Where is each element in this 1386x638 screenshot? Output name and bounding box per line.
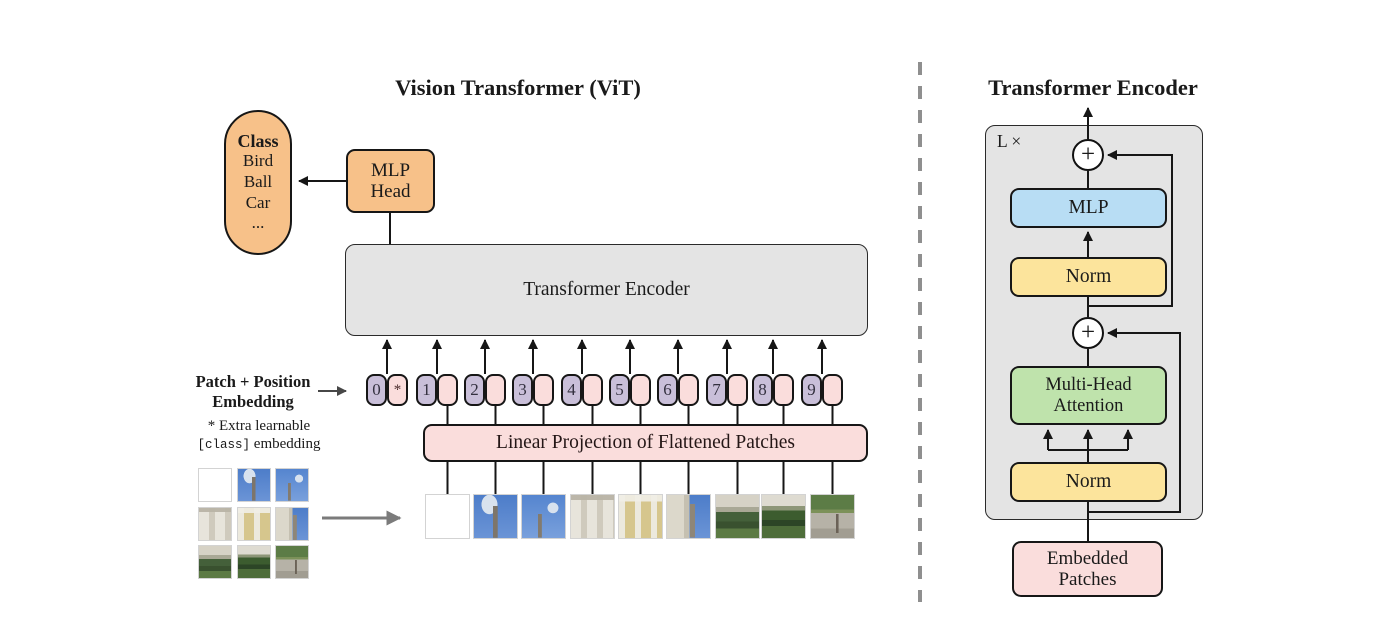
class-output-pill: Class Bird Ball Car ...	[224, 110, 292, 255]
patch-embedding-pill	[437, 374, 458, 406]
grid-cell-1	[198, 468, 232, 502]
position-token-2: 2	[464, 374, 485, 406]
image-patch-1	[425, 494, 470, 539]
image-patch-3	[521, 494, 566, 539]
transformer-encoder-label: Transformer Encoder	[523, 279, 690, 300]
footnote-line1: * Extra learnable	[207, 418, 311, 434]
position-token-3: 3	[512, 374, 533, 406]
class-embedding-pill: *	[387, 374, 408, 406]
grid-cell-2	[236, 468, 271, 502]
left-figure-title: Vision Transformer (ViT)	[395, 75, 641, 100]
norm-block-lower: Norm	[1010, 462, 1167, 502]
class-ellipsis: ...	[251, 213, 265, 233]
dashed-divider	[918, 62, 922, 602]
right-figure-title: Transformer Encoder	[988, 75, 1198, 100]
transformer-encoder-box: Transformer Encoder	[345, 244, 868, 336]
image-patch-9	[810, 494, 855, 539]
class-token-code: [class]	[197, 437, 251, 452]
image-patch-4	[570, 494, 615, 539]
class-item: Bird	[242, 151, 274, 171]
patch-embedding-pill	[533, 374, 554, 406]
patch-embedding-pill	[727, 374, 748, 406]
position-token-9: 9	[801, 374, 822, 406]
image-patch-2	[473, 494, 518, 539]
grid-cell-8	[236, 545, 271, 579]
mlp-head-box: MLP Head	[346, 149, 435, 213]
image-patch-7	[715, 494, 760, 539]
mlp-block: MLP	[1010, 188, 1167, 228]
position-token-7: 7	[706, 374, 727, 406]
position-token-5: 5	[609, 374, 630, 406]
position-token-6: 6	[657, 374, 678, 406]
embedded-patches-box: Embedded Patches	[1012, 541, 1163, 597]
image-patch-6	[666, 494, 711, 539]
patch-embedding-pill	[822, 374, 843, 406]
grid-cell-5	[236, 506, 271, 541]
norm-block-upper: Norm	[1010, 257, 1167, 297]
mlp-head-line1: MLP	[370, 159, 411, 181]
image-patch-8	[761, 494, 806, 539]
patch-embedding-pill	[485, 374, 506, 406]
position-token-1: 1	[416, 374, 437, 406]
multi-head-attention-block: Multi-Head Attention	[1010, 366, 1167, 425]
image-patch-5	[618, 494, 663, 539]
patch-embedding-pill	[678, 374, 699, 406]
mlp-head-line2: Head	[370, 181, 411, 202]
linear-projection-box: Linear Projection of Flattened Patches	[423, 424, 868, 462]
patch-position-embedding-label: Patch + Position Embedding	[195, 372, 311, 411]
position-token-0: 0	[366, 374, 387, 406]
grid-cell-4	[198, 506, 232, 541]
class-header: Class	[237, 130, 279, 151]
grid-cell-7	[198, 545, 232, 579]
patch-embedding-pill	[630, 374, 651, 406]
repeat-count-label: L ×	[997, 131, 1022, 151]
grid-cell-9	[275, 545, 309, 579]
position-token-4: 4	[561, 374, 582, 406]
class-item: Ball	[243, 171, 273, 191]
patch-embedding-pill	[773, 374, 794, 406]
grid-cell-3	[275, 468, 309, 502]
residual-add-icon: +	[1072, 139, 1104, 171]
patch-embedding-pill	[582, 374, 603, 406]
grid-cell-6	[275, 506, 309, 541]
position-token-8: 8	[752, 374, 773, 406]
residual-add-icon: +	[1072, 317, 1104, 349]
footnote-line2: [class] embedding	[197, 435, 321, 452]
class-token-footnote: * Extra learnable [class] embedding	[183, 418, 335, 453]
class-item: Car	[245, 192, 271, 212]
